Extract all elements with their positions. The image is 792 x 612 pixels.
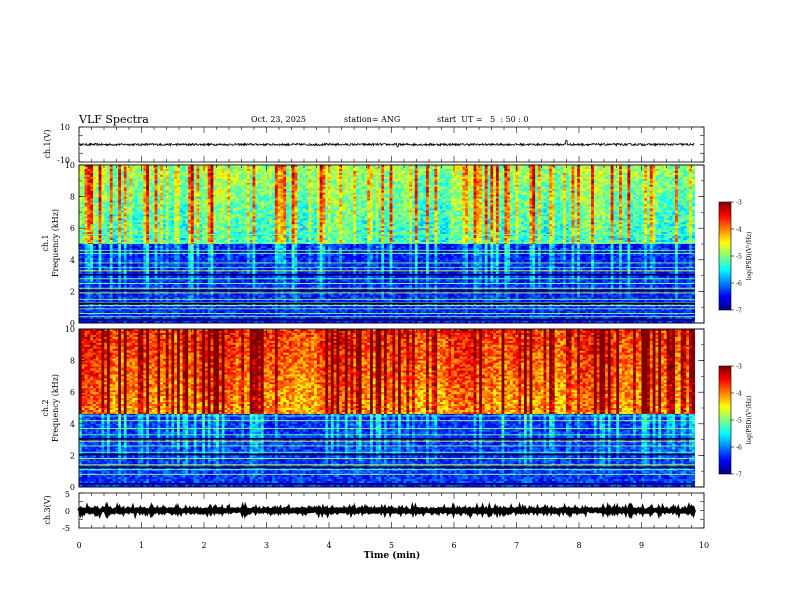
ch1-spectrogram-image bbox=[79, 165, 695, 323]
ch1-ytick-top: 10 bbox=[60, 123, 70, 132]
ch1-waveform-panel: 10 -10 ch.1(V) bbox=[43, 123, 704, 165]
vlf-figure: 10 -10 ch.1(V) 0246810 ch.1 Frequency (k… bbox=[0, 0, 792, 612]
ch1-waveform-ylabel: ch.1(V) bbox=[43, 129, 52, 158]
